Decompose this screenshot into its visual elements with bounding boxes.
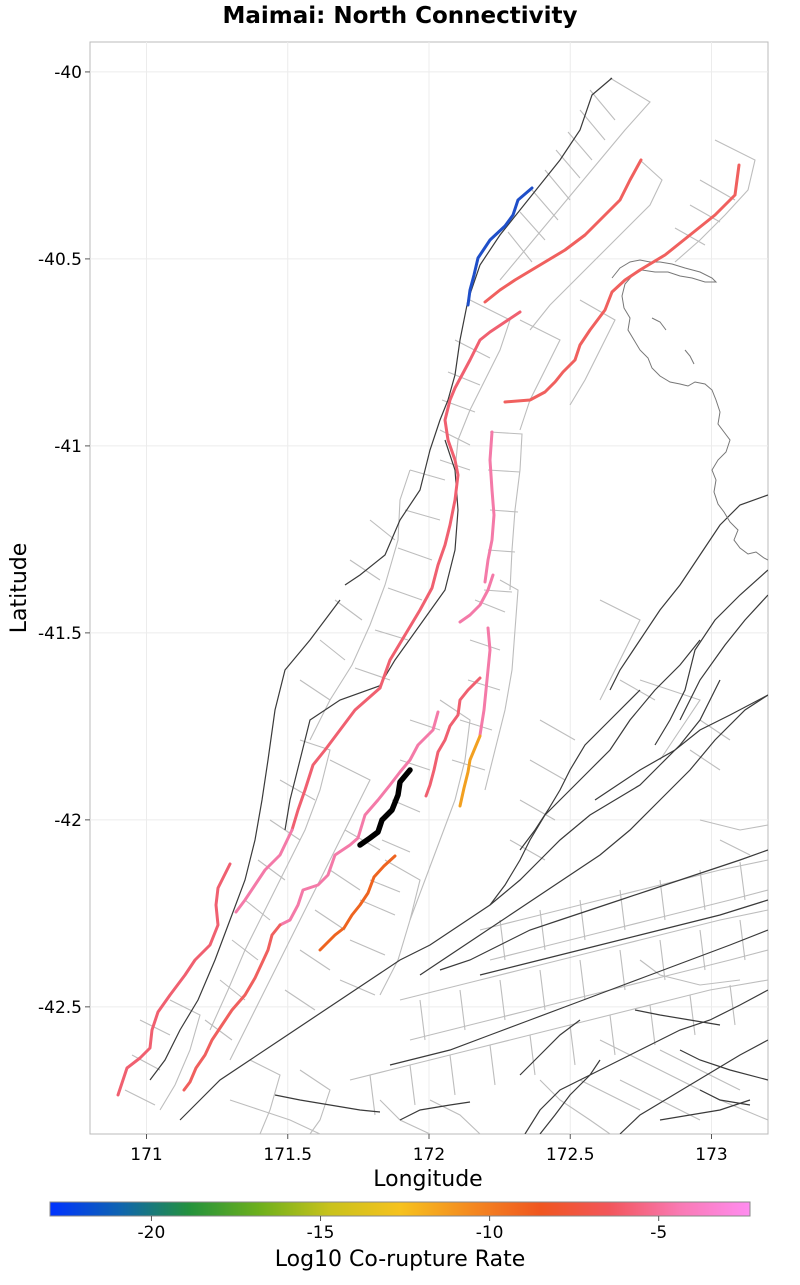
y-axis-ticks: -40 -40.5 -41 -41.5 -42 -42.5 [38, 63, 90, 1018]
gridlines [90, 42, 768, 1134]
rupture-section [378, 310, 522, 690]
coastline [611, 259, 768, 561]
rupture-section [424, 676, 482, 798]
x-tick-label: 172 [413, 1145, 445, 1165]
colorbar-ticks: -20 -15 -10 -5 [138, 1216, 667, 1243]
colorbar-tick-label: -5 [650, 1223, 667, 1243]
rupture-section [182, 923, 282, 1092]
y-tick-label: -41 [54, 437, 82, 457]
y-tick-label: -40 [54, 63, 82, 83]
y-tick-label: -40.5 [38, 250, 82, 270]
rupture-section [278, 710, 440, 927]
rupture-section [234, 828, 294, 914]
colorbar-label: Log10 Co-rupture Rate [275, 1247, 526, 1272]
colorbar-tick-label: -15 [307, 1223, 335, 1243]
colorbar-tick-label: -10 [476, 1223, 504, 1243]
y-tick-label: -42 [54, 811, 82, 831]
chart-title: Maimai: North Connectivity [222, 3, 577, 29]
rupture-section [458, 573, 495, 624]
y-tick-label: -42.5 [38, 998, 82, 1018]
rupture-section [290, 686, 382, 832]
rupture-section [483, 430, 496, 584]
rupture-section [318, 854, 397, 952]
rupture-section [458, 734, 482, 808]
x-axis-ticks: 171 171.5 172 172.5 173 [130, 1134, 728, 1165]
target-fault-section [357, 767, 413, 848]
x-tick-label: 173 [695, 1145, 727, 1165]
rupture-section [116, 862, 232, 1097]
subsection-mesh [124, 77, 768, 1134]
rupture-sections [116, 158, 741, 1097]
y-axis-label: Latitude [7, 543, 32, 634]
colorbar [49, 1201, 751, 1217]
colorbar-tick-label: -20 [138, 1223, 166, 1243]
rupture-section [503, 163, 741, 404]
x-axis-label: Longitude [373, 1167, 482, 1192]
fault-traces [149, 77, 768, 1134]
fault-mesh [116, 77, 768, 1134]
rupture-section [483, 158, 643, 304]
x-tick-label: 171 [130, 1145, 162, 1165]
x-tick-label: 172.5 [546, 1145, 595, 1165]
x-tick-label: 171.5 [263, 1145, 312, 1165]
y-tick-label: -41.5 [38, 624, 82, 644]
rupture-section [478, 626, 492, 737]
rupture-section [466, 186, 534, 307]
